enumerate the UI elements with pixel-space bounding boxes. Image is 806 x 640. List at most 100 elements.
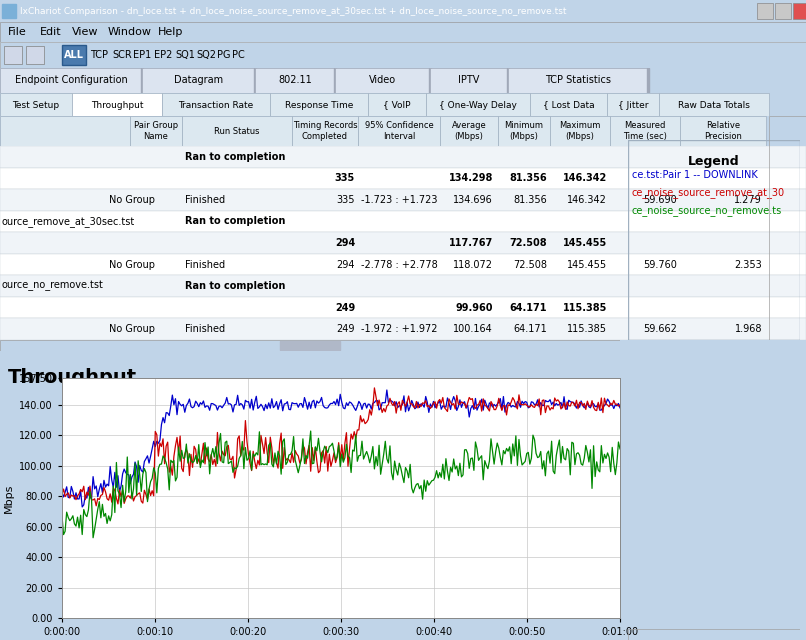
Text: Endpoint Configuration: Endpoint Configuration xyxy=(15,75,127,85)
Bar xyxy=(793,3,806,19)
Text: IxChariot Comparison - dn_loce.tst + dn_loce_noise_source_remove_at_30sec.tst + : IxChariot Comparison - dn_loce.tst + dn_… xyxy=(20,6,567,15)
Bar xyxy=(280,341,340,350)
Text: 1.968: 1.968 xyxy=(734,324,762,334)
Text: ce.tst:Pair 1 -- DOWNLINK: ce.tst:Pair 1 -- DOWNLINK xyxy=(632,170,758,180)
Text: { One-Way Delay: { One-Way Delay xyxy=(439,100,517,109)
Text: 72.508: 72.508 xyxy=(509,238,547,248)
Text: IPTV: IPTV xyxy=(459,75,480,85)
Bar xyxy=(607,93,659,116)
Text: ce_noise_source_no_remove.ts: ce_noise_source_no_remove.ts xyxy=(632,205,783,216)
Bar xyxy=(254,68,256,93)
Text: SQ2: SQ2 xyxy=(196,50,216,60)
Bar xyxy=(2,4,16,18)
Bar xyxy=(62,45,86,65)
Bar xyxy=(429,68,431,93)
Text: 59.760: 59.760 xyxy=(643,260,677,269)
Text: Raw Data Totals: Raw Data Totals xyxy=(678,100,750,109)
Bar xyxy=(0,297,806,319)
Text: 117.767: 117.767 xyxy=(449,238,493,248)
Bar xyxy=(162,93,270,116)
Bar xyxy=(680,116,766,146)
Text: 249: 249 xyxy=(336,324,355,334)
Text: Help: Help xyxy=(158,27,184,37)
Text: 294: 294 xyxy=(336,260,355,269)
Bar xyxy=(26,46,44,64)
Text: Maximum
(Mbps): Maximum (Mbps) xyxy=(559,121,600,141)
Bar xyxy=(659,93,769,116)
Text: Pair Group
Name: Pair Group Name xyxy=(134,121,178,141)
Text: { Jitter: { Jitter xyxy=(617,100,648,109)
Text: 249: 249 xyxy=(334,303,355,313)
Text: No Group: No Group xyxy=(109,195,155,205)
Text: Response Time: Response Time xyxy=(285,100,353,109)
Text: 72.508: 72.508 xyxy=(513,260,547,269)
Bar xyxy=(0,116,130,146)
Y-axis label: Mbps: Mbps xyxy=(3,483,14,513)
Text: 59.690: 59.690 xyxy=(643,195,677,205)
Bar xyxy=(550,116,610,146)
Text: 59.662: 59.662 xyxy=(643,324,677,334)
Text: 115.385: 115.385 xyxy=(563,303,607,313)
Text: Finished: Finished xyxy=(185,324,225,334)
Bar xyxy=(0,319,806,340)
Text: SCR: SCR xyxy=(112,50,131,60)
Text: 145.455: 145.455 xyxy=(563,238,607,248)
Text: 118.072: 118.072 xyxy=(453,260,493,269)
Text: -1.972 : +1.972: -1.972 : +1.972 xyxy=(361,324,437,334)
Bar xyxy=(141,68,143,93)
Text: PC: PC xyxy=(232,50,245,60)
Text: 146.342: 146.342 xyxy=(563,173,607,183)
Text: Throughput: Throughput xyxy=(91,100,143,109)
Bar xyxy=(647,68,649,93)
Bar xyxy=(508,68,648,93)
Text: TCP Statistics: TCP Statistics xyxy=(545,75,611,85)
Text: EP2: EP2 xyxy=(154,50,172,60)
Text: 294: 294 xyxy=(334,238,355,248)
Text: -1.723 : +1.723: -1.723 : +1.723 xyxy=(361,195,437,205)
Text: Ran to completion: Ran to completion xyxy=(185,281,285,291)
Text: TCP: TCP xyxy=(90,50,108,60)
Text: Run Status: Run Status xyxy=(214,127,260,136)
Bar xyxy=(0,146,806,168)
Bar xyxy=(334,68,336,93)
Bar xyxy=(507,68,509,93)
Text: Average
(Mbps): Average (Mbps) xyxy=(451,121,486,141)
Bar xyxy=(0,254,806,275)
Bar xyxy=(358,116,440,146)
Text: 100.164: 100.164 xyxy=(453,324,493,334)
Text: No Group: No Group xyxy=(109,260,155,269)
Bar xyxy=(775,3,791,19)
Bar xyxy=(440,116,498,146)
Text: Window: Window xyxy=(108,27,152,37)
Bar xyxy=(530,93,607,116)
Text: EP1: EP1 xyxy=(133,50,152,60)
Text: Datagram: Datagram xyxy=(174,75,223,85)
Text: 335: 335 xyxy=(336,195,355,205)
Text: File: File xyxy=(8,27,27,37)
Text: 134.696: 134.696 xyxy=(453,195,493,205)
Text: Video: Video xyxy=(369,75,396,85)
Text: ource_remove_at_30sec.tst: ource_remove_at_30sec.tst xyxy=(2,216,135,227)
Bar xyxy=(255,68,335,93)
Bar xyxy=(0,275,806,297)
Text: 95% Confidence
Interval: 95% Confidence Interval xyxy=(364,121,434,141)
Text: 81.356: 81.356 xyxy=(513,195,547,205)
Text: Relative
Precision: Relative Precision xyxy=(704,121,742,141)
Text: 99.960: 99.960 xyxy=(455,303,493,313)
Text: 64.171: 64.171 xyxy=(513,324,547,334)
Text: 81.356: 81.356 xyxy=(509,173,547,183)
Bar xyxy=(498,116,550,146)
Text: No Group: No Group xyxy=(109,324,155,334)
Bar xyxy=(426,93,530,116)
Text: 802.11: 802.11 xyxy=(278,75,312,85)
Text: Finished: Finished xyxy=(185,260,225,269)
Bar xyxy=(0,168,806,189)
Text: Minimum
(Mbps): Minimum (Mbps) xyxy=(505,121,543,141)
Text: Ran to completion: Ran to completion xyxy=(185,216,285,227)
Bar xyxy=(72,93,162,116)
Text: Test Setup: Test Setup xyxy=(12,100,60,109)
Text: Throughput: Throughput xyxy=(8,368,137,387)
Bar xyxy=(430,68,508,93)
Text: { VoIP: { VoIP xyxy=(383,100,411,109)
Text: 2.353: 2.353 xyxy=(734,260,762,269)
